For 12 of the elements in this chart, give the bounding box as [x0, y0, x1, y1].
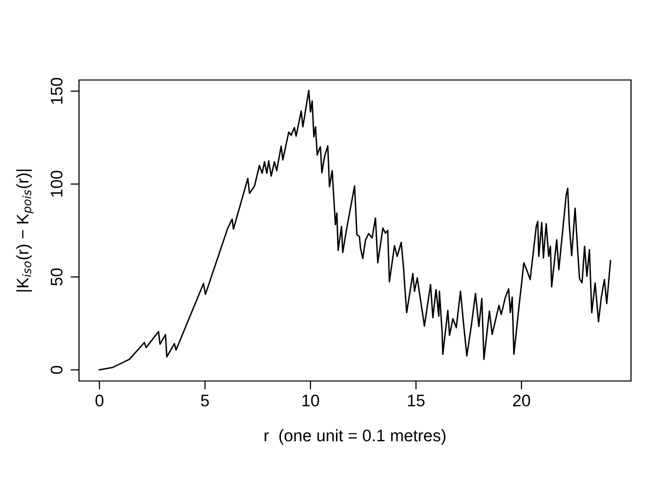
- line-series: [98, 90, 612, 371]
- x-tick-label: 5: [201, 394, 209, 406]
- y-tick-label: 100: [50, 170, 63, 197]
- x-axis-title: r (one unit = 0.1 metres): [264, 429, 446, 445]
- x-tick-label: 0: [95, 394, 104, 406]
- y-tick-label: 50: [50, 268, 63, 286]
- x-tick-label: 10: [302, 394, 320, 406]
- x-tick-label: 15: [408, 394, 425, 406]
- y-tick-label: 0: [50, 366, 63, 374]
- x-tick-label: 20: [513, 394, 530, 406]
- y-tick-label: 150: [50, 78, 63, 104]
- y-axis-title: |K$_{iso}$(r) − K$_{pois}$(r)|: [16, 170, 34, 292]
